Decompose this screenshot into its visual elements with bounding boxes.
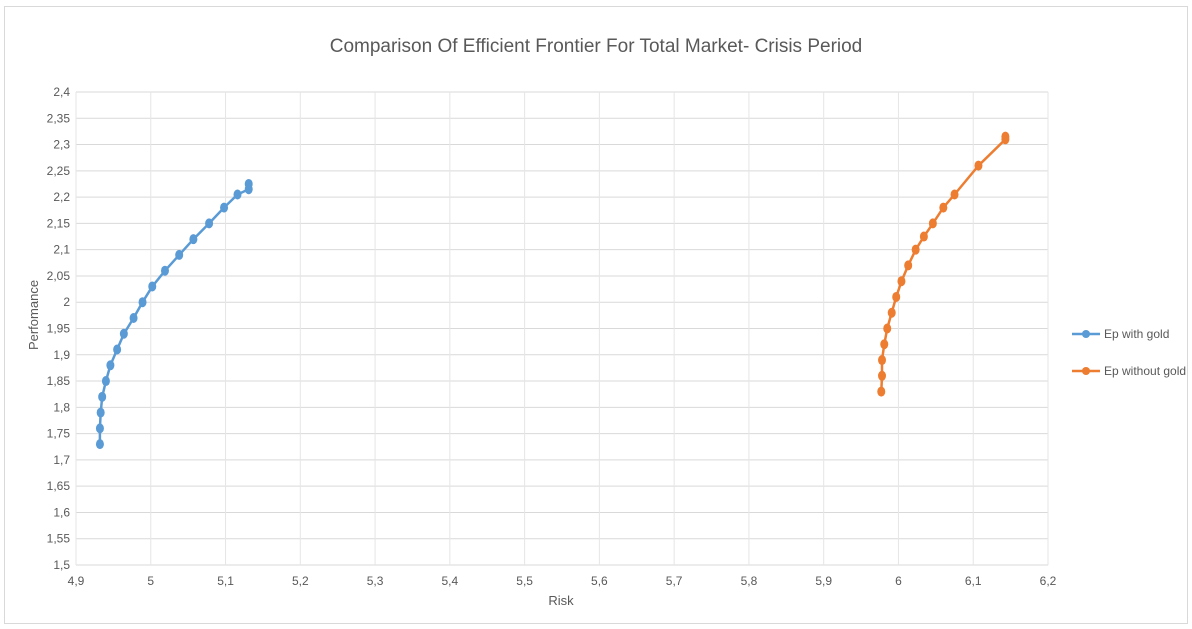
data-point: [96, 407, 105, 418]
grid-lines: [75, 91, 1049, 566]
x-tick-label: 5,4: [442, 574, 459, 588]
legend-item: Ep without gold: [1072, 364, 1186, 378]
x-tick-label: 4,9: [68, 574, 85, 588]
y-axis-ticks: 1,5 1,55 1,6 1,65 1,7 1,75 1,8 1,85 1,9 1,95 2 2,05…: [47, 85, 71, 572]
data-point: [138, 297, 147, 308]
x-tick-label: 6,1: [965, 574, 982, 588]
y-tick-label: 2,15: [47, 216, 71, 230]
y-tick-label: 1,75: [47, 427, 71, 441]
data-point: [880, 339, 889, 350]
x-tick-label: 5: [147, 574, 154, 588]
data-point: [160, 265, 169, 276]
data-point: [205, 218, 214, 229]
data-point: [892, 291, 901, 302]
data-point: [220, 202, 229, 213]
legend-label: Ep without gold: [1104, 364, 1186, 378]
data-point: [233, 189, 242, 200]
data-point: [904, 260, 913, 271]
x-tick-label: 5,7: [666, 574, 683, 588]
chart-title: Comparison Of Efficient Frontier For Tot…: [330, 36, 863, 57]
x-tick-label: 5,2: [292, 574, 309, 588]
y-tick-label: 1,55: [47, 532, 71, 546]
data-point: [878, 355, 887, 366]
x-tick-label: 5,5: [516, 574, 533, 588]
y-tick-label: 2,4: [53, 85, 70, 99]
x-tick-label: 5,3: [367, 574, 384, 588]
y-tick-label: 1,7: [53, 453, 70, 467]
y-tick-label: 2,2: [53, 190, 70, 204]
series-2: [877, 131, 1010, 397]
data-point: [919, 231, 928, 242]
data-point: [119, 328, 128, 339]
y-tick-label: 2,1: [53, 243, 70, 257]
series-line: [880, 136, 1007, 392]
x-tick-label: 5,6: [591, 574, 608, 588]
x-tick-label: 5,9: [815, 574, 832, 588]
x-tick-label: 5,8: [741, 574, 758, 588]
data-point: [98, 391, 107, 402]
y-tick-label: 2,35: [47, 111, 71, 125]
data-point: [974, 160, 983, 171]
data-point: [175, 249, 184, 260]
legend-dot-marker: [1082, 367, 1090, 375]
data-point: [1001, 131, 1010, 142]
legend-dot-marker: [1082, 330, 1090, 338]
data-point: [95, 423, 104, 434]
data-point: [106, 360, 115, 371]
x-axis-ticks: 4,9 5 5,1 5,2 5,3 5,4 5,5 5,6 5,7 5,8 5,9 6 6,1 6,2: [68, 574, 1057, 588]
y-tick-label: 1,95: [47, 322, 71, 336]
data-point: [883, 323, 892, 334]
series-1: [95, 178, 253, 450]
y-tick-label: 1,85: [47, 374, 71, 388]
data-point: [878, 370, 887, 381]
data-point: [897, 276, 906, 287]
x-tick-label: 6: [895, 574, 902, 588]
data-point: [148, 281, 157, 292]
data-point: [928, 218, 937, 229]
y-tick-label: 2,05: [47, 269, 71, 283]
data-point: [244, 178, 253, 189]
y-tick-label: 2,3: [53, 138, 70, 152]
y-tick-label: 1,8: [53, 400, 70, 414]
y-tick-label: 1,9: [53, 348, 70, 362]
y-tick-label: 1,6: [53, 505, 70, 519]
data-point: [950, 189, 959, 200]
x-tick-label: 6,2: [1040, 574, 1057, 588]
data-point: [129, 312, 138, 323]
chart-frame: [4, 6, 1188, 624]
y-tick-label: 2: [63, 295, 70, 309]
data-point: [113, 344, 122, 355]
legend-label: Ep with gold: [1104, 327, 1169, 341]
data-point: [95, 439, 104, 450]
y-tick-label: 1,65: [47, 479, 71, 493]
data-point: [877, 386, 886, 397]
legend: Ep with gold Ep without gold: [1072, 327, 1186, 378]
data-point: [887, 307, 896, 318]
data-point: [939, 202, 948, 213]
x-axis-title: Risk: [548, 593, 574, 608]
x-tick-label: 5,1: [217, 574, 234, 588]
y-axis-title: Perfomance: [26, 280, 41, 350]
series-layer: [95, 131, 1010, 450]
y-tick-label: 1,5: [53, 558, 70, 572]
y-tick-label: 2,25: [47, 164, 71, 178]
legend-item: Ep with gold: [1072, 327, 1169, 341]
data-point: [911, 244, 920, 255]
data-point: [101, 376, 110, 387]
data-point: [189, 234, 198, 245]
